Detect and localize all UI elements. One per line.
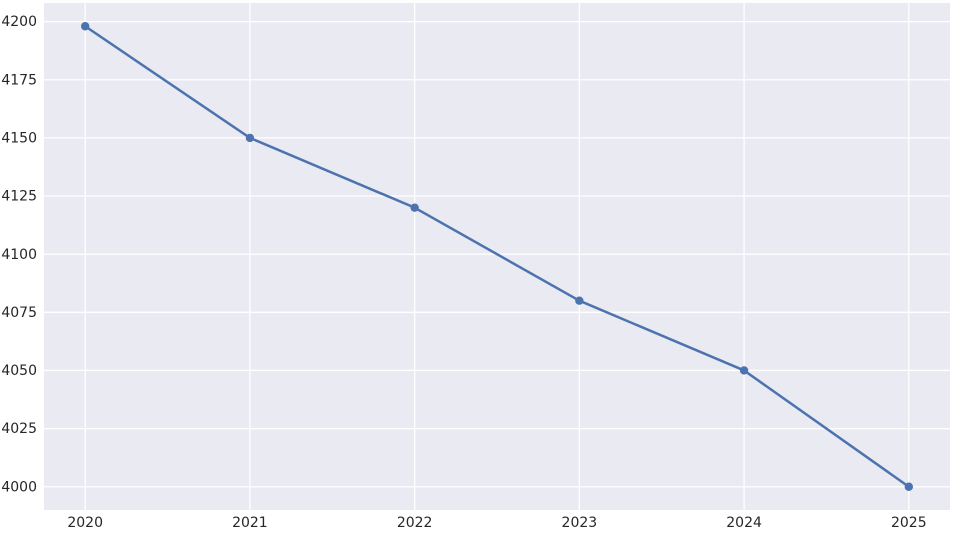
y-tick-label: 4150 xyxy=(1,131,37,147)
y-tick-label: 4050 xyxy=(1,363,37,379)
x-tick-label: 2024 xyxy=(726,515,762,531)
data-point xyxy=(410,203,419,212)
y-tick-label: 4100 xyxy=(1,247,37,263)
x-tick-label: 2023 xyxy=(562,515,598,531)
y-tick-label: 4025 xyxy=(1,421,37,437)
x-tick-label: 2022 xyxy=(397,515,433,531)
x-tick-label: 2020 xyxy=(67,515,103,531)
data-point xyxy=(80,22,90,31)
data-point xyxy=(245,133,255,143)
plot-area xyxy=(44,3,950,510)
y-tick-label: 4075 xyxy=(1,305,37,321)
data-point xyxy=(739,366,749,375)
x-tick-label: 2021 xyxy=(232,515,268,531)
y-tick-label: 4125 xyxy=(1,189,37,205)
y-tick-label: 4200 xyxy=(1,14,37,30)
trend-line xyxy=(83,25,911,488)
data-point xyxy=(904,482,914,491)
y-tick-label: 4000 xyxy=(1,479,37,495)
data-point xyxy=(575,296,584,305)
y-tick-label: 4175 xyxy=(1,72,37,88)
x-tick-label: 2025 xyxy=(891,515,927,531)
